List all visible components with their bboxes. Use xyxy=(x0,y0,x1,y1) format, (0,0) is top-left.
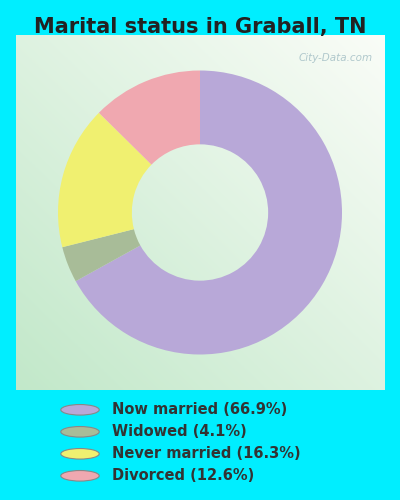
Circle shape xyxy=(61,448,99,459)
Text: Divorced (12.6%): Divorced (12.6%) xyxy=(112,468,254,483)
Wedge shape xyxy=(62,229,140,281)
Circle shape xyxy=(61,470,99,481)
Text: Never married (16.3%): Never married (16.3%) xyxy=(112,446,301,462)
Circle shape xyxy=(61,426,99,437)
Text: Marital status in Graball, TN: Marital status in Graball, TN xyxy=(34,18,366,38)
Wedge shape xyxy=(76,70,342,354)
Text: Now married (66.9%): Now married (66.9%) xyxy=(112,402,287,417)
Circle shape xyxy=(61,404,99,415)
Text: City-Data.com: City-Data.com xyxy=(299,53,373,63)
Wedge shape xyxy=(99,70,200,164)
Text: Widowed (4.1%): Widowed (4.1%) xyxy=(112,424,247,440)
Wedge shape xyxy=(58,113,152,247)
